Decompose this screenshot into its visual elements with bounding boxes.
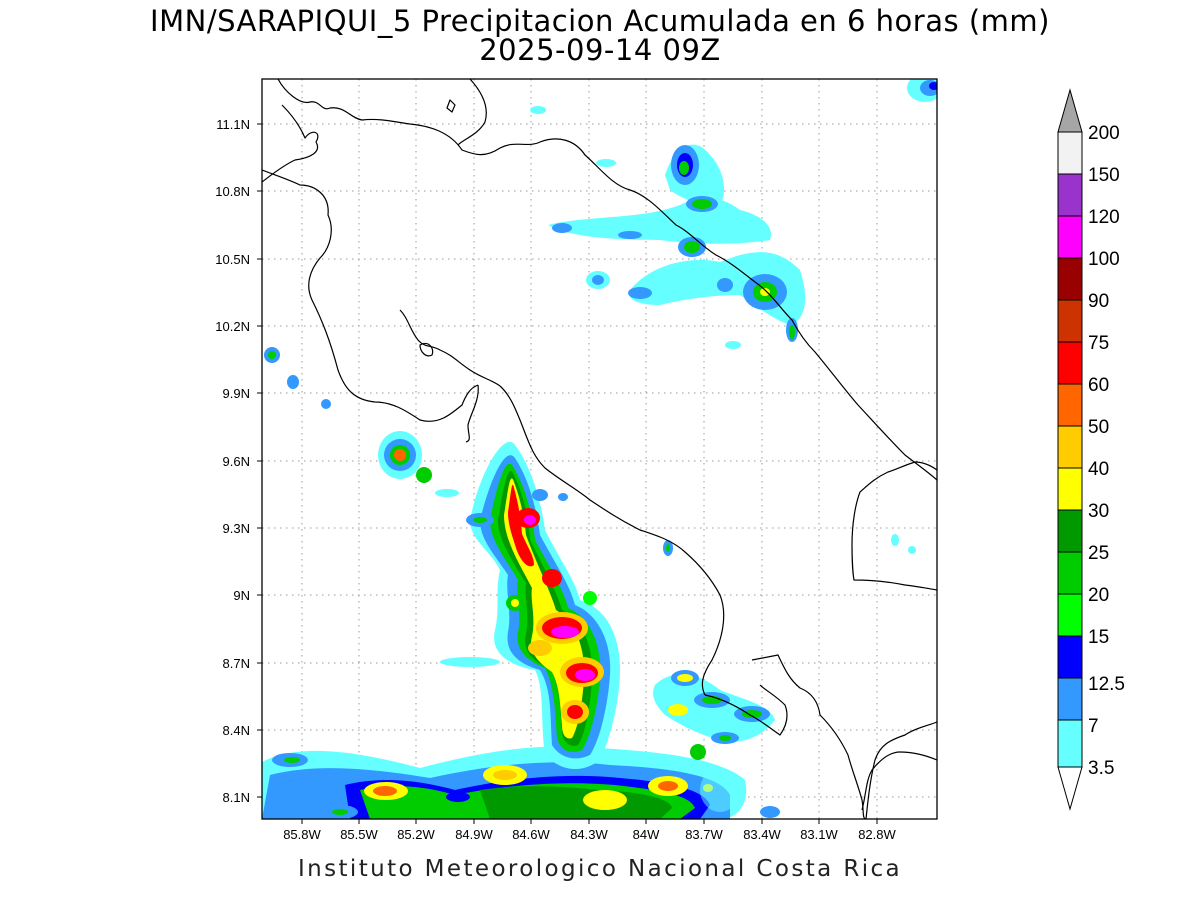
legend-swatch bbox=[1057, 215, 1083, 259]
legend-label: 30 bbox=[1088, 501, 1109, 522]
legend-swatch bbox=[1057, 509, 1083, 553]
lat-tick-label: 10.5N bbox=[215, 252, 250, 267]
legend-swatch bbox=[1057, 593, 1083, 637]
axis-ticks bbox=[257, 123, 878, 824]
lat-tick-label: 9.6N bbox=[223, 454, 250, 469]
lon-tick-label: 84W bbox=[633, 827, 660, 842]
lon-tick-label: 85.5W bbox=[340, 827, 378, 842]
legend-swatch bbox=[1057, 551, 1083, 595]
legend-label: 60 bbox=[1088, 375, 1109, 396]
legend-label: 120 bbox=[1088, 207, 1120, 228]
legend-label: 3.5 bbox=[1088, 758, 1114, 779]
legend-bottom-triangle bbox=[1057, 766, 1083, 811]
lon-axis: 85.8W 85.5W 85.2W 84.9W 84.6W 84.3W 84W … bbox=[283, 827, 896, 842]
legend-label: 20 bbox=[1088, 585, 1109, 606]
color-legend bbox=[1057, 88, 1083, 811]
lon-tick-label: 83.7W bbox=[685, 827, 723, 842]
legend-label: 25 bbox=[1088, 543, 1109, 564]
lat-tick-label: 9.3N bbox=[223, 521, 250, 536]
footer-credit: Instituto Meteorologico Nacional Costa R… bbox=[297, 856, 903, 882]
lon-tick-label: 84.3W bbox=[570, 827, 608, 842]
lat-tick-label: 11.1N bbox=[216, 117, 250, 132]
lon-tick-label: 82.8W bbox=[858, 827, 896, 842]
precipitation-shading bbox=[262, 79, 937, 819]
legend-label: 150 bbox=[1088, 165, 1120, 186]
map-frame bbox=[261, 78, 938, 820]
legend-label: 50 bbox=[1088, 417, 1109, 438]
lon-tick-label: 85.2W bbox=[397, 827, 435, 842]
legend-swatch bbox=[1057, 425, 1083, 469]
lat-tick-label: 9N bbox=[233, 588, 250, 603]
legend-label: 90 bbox=[1088, 291, 1109, 312]
lon-tick-label: 84.6W bbox=[512, 827, 550, 842]
legend-swatch bbox=[1057, 635, 1083, 679]
map-title: IMN/SARAPIQUI_5 Precipitacion Acumulada … bbox=[150, 4, 1050, 38]
legend-swatch bbox=[1057, 299, 1083, 343]
legend-swatch bbox=[1057, 341, 1083, 385]
legend-swatch bbox=[1057, 719, 1083, 768]
lon-tick-label: 85.8W bbox=[283, 827, 321, 842]
legend-label: 75 bbox=[1088, 333, 1109, 354]
legend-label: 200 bbox=[1088, 123, 1120, 144]
lat-axis: 11.1N 10.8N 10.5N 10.2N 9.9N 9.6N 9.3N 9… bbox=[215, 117, 250, 805]
legend-label: 15 bbox=[1088, 627, 1109, 648]
lon-tick-label: 83.1W bbox=[800, 827, 838, 842]
legend-labels: 200 150 120 100 90 75 60 50 40 30 25 20 … bbox=[1088, 123, 1125, 779]
legend-swatch bbox=[1057, 173, 1083, 217]
map-datetime: 2025-09-14 09Z bbox=[479, 33, 721, 67]
legend-swatch bbox=[1057, 383, 1083, 427]
lat-tick-label: 10.8N bbox=[215, 184, 250, 199]
legend-label: 7 bbox=[1088, 716, 1099, 737]
lat-tick-label: 8.1N bbox=[223, 790, 250, 805]
legend-label: 40 bbox=[1088, 459, 1109, 480]
coastlines bbox=[262, 79, 937, 819]
lat-tick-label: 10.2N bbox=[215, 319, 250, 334]
lat-tick-label: 8.7N bbox=[223, 656, 250, 671]
legend-swatch bbox=[1057, 257, 1083, 301]
lat-tick-label: 8.4N bbox=[223, 723, 250, 738]
legend-swatch bbox=[1057, 677, 1083, 721]
legend-top-triangle bbox=[1057, 88, 1083, 133]
lat-tick-label: 9.9N bbox=[223, 386, 250, 401]
lon-tick-label: 84.9W bbox=[455, 827, 493, 842]
lon-tick-label: 83.4W bbox=[743, 827, 781, 842]
legend-swatch bbox=[1057, 131, 1083, 175]
legend-swatch bbox=[1057, 467, 1083, 511]
legend-label: 12.5 bbox=[1088, 674, 1125, 695]
legend-label: 100 bbox=[1088, 249, 1120, 270]
